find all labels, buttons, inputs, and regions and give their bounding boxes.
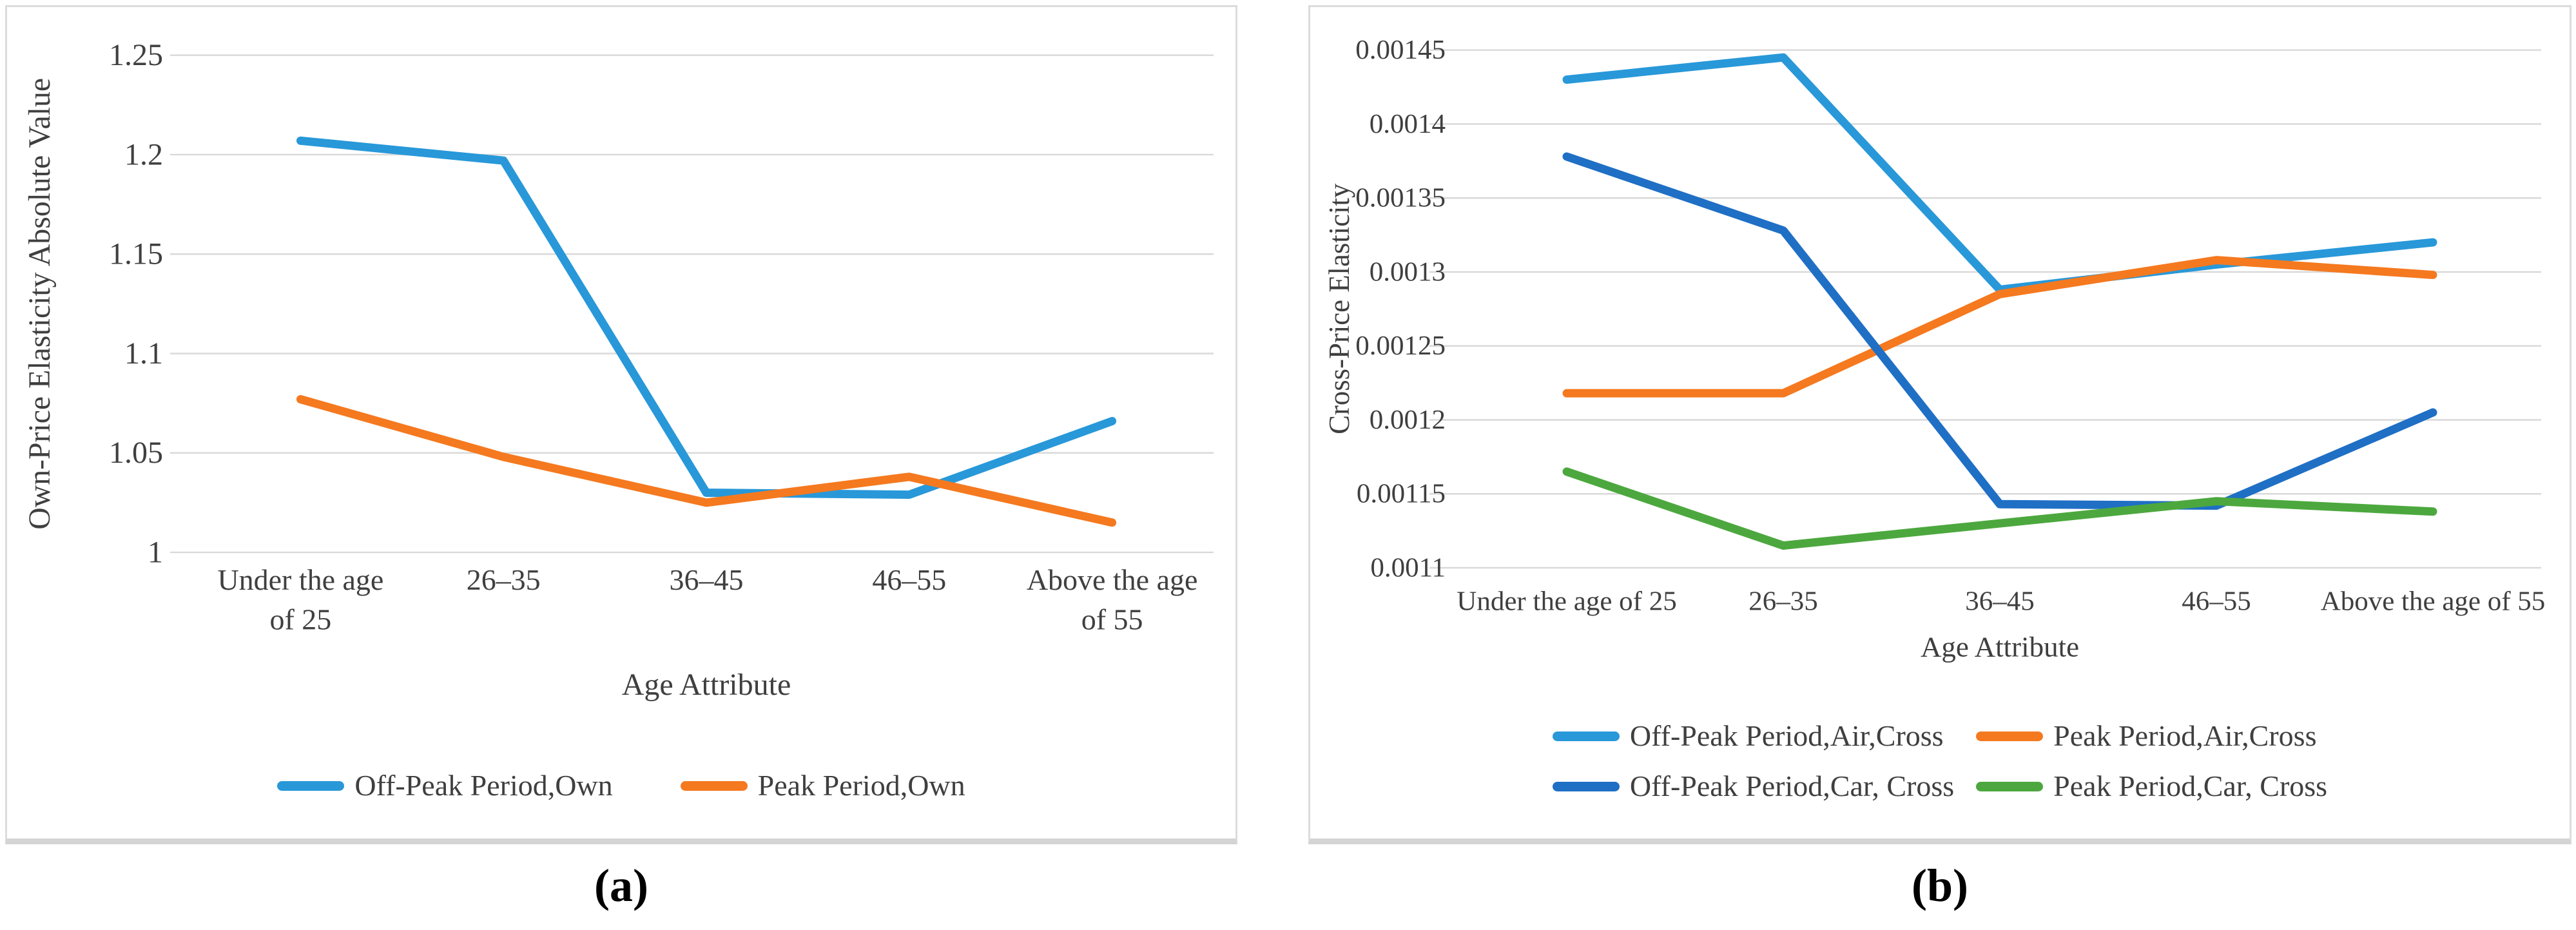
legend-label: Peak Period,Own (757, 769, 965, 802)
chart-a-legend: Off-Peak Period,Own Peak Period,Own (7, 771, 1235, 800)
legend-label: Off-Peak Period,Own (354, 769, 613, 802)
legend-swatch-icon (680, 780, 748, 791)
y-tick-label: 0.00115 (1357, 479, 1446, 509)
legend-item: Peak Period,Own (680, 769, 965, 802)
x-tick-line: Above the age of 55 (2321, 586, 2546, 617)
y-tick-label: 0.0012 (1370, 405, 1446, 435)
x-axis-title: Age Attribute (622, 668, 791, 702)
legend-swatch-icon (1552, 731, 1620, 741)
series-line-peak-period-car-cross (1562, 467, 2437, 550)
series-line-peak-period-air-cross (1562, 256, 2437, 398)
legend-swatch-icon (1552, 781, 1620, 791)
chart-b-legend-grid: Off-Peak Period,Air,Cross Peak Period,Air… (1552, 719, 2327, 802)
chart-panel-a: 1 1.05 1.1 1.15 1.2 1.25 Own-Price Elasticity … (5, 5, 1237, 844)
x-tick-label: 26–35 (467, 563, 541, 596)
x-tick-line: 26–35 (1748, 586, 1817, 617)
y-tick-label: 1.15 (109, 237, 163, 271)
x-tick-line: 46–55 (872, 563, 946, 596)
legend-label: Off-Peak Period,Car, Cross (1629, 770, 1955, 802)
x-tick-line: 26–35 (467, 563, 541, 596)
legend-item: Off-Peak Period,Own (277, 769, 613, 802)
y-tick-label: 0.00145 (1355, 35, 1446, 65)
series-line-off-peak-period-air-cross (1562, 53, 2437, 294)
x-tick-label: 26–35 (1748, 586, 1817, 617)
y-tick-label: 1.25 (109, 38, 163, 72)
chart-panel-b: 0.0011 0.00115 0.0012 0.00125 0.0013 0.00135 0… (1308, 5, 2571, 844)
x-tick-label: Above the age of 55 (2321, 586, 2546, 617)
legend-swatch-icon (277, 780, 345, 791)
legend-label: Peak Period,Air,Cross (2053, 719, 2317, 752)
legend-swatch-icon (1976, 731, 2044, 741)
x-tick-label: Above the age of 55 (1027, 563, 1198, 636)
caption-a: (a) (594, 860, 648, 911)
y-tick-label: 1.2 (124, 137, 163, 171)
y-tick-label: 1.1 (124, 336, 163, 371)
x-tick-label: Under the age of 25 (217, 563, 383, 636)
legend-item: Off-Peak Period,Air,Cross (1552, 719, 1954, 752)
legend-item: Peak Period,Air,Cross (1976, 721, 2327, 751)
legend-label: Peak Period,Car, Cross (2053, 770, 2328, 802)
x-tick-label: 46–55 (872, 563, 946, 596)
x-tick-label: 36–45 (1965, 586, 2034, 617)
y-tick-label: 0.0013 (1370, 257, 1446, 287)
x-tick-line: Under the age (217, 563, 383, 596)
legend-swatch-icon (1976, 781, 2044, 791)
x-tick-label: Under the age of 25 (1457, 586, 1676, 617)
x-tick-line: of 55 (1081, 603, 1143, 636)
legend-label: Off-Peak Period,Air,Cross (1629, 719, 1944, 752)
series-line-off-peak-period-own (296, 136, 1117, 499)
x-tick-line: 46–55 (2182, 586, 2251, 617)
caption-b: (b) (1912, 860, 1968, 911)
x-tick-line: Under the age of 25 (1457, 586, 1676, 617)
x-tick-line: Above the age (1027, 563, 1198, 596)
y-tick-label: 0.00135 (1355, 183, 1446, 213)
x-axis-title: Age Attribute (1921, 630, 2079, 663)
y-tick-label: 0.0014 (1370, 109, 1446, 139)
x-tick-label: 36–45 (670, 563, 744, 596)
x-tick-line: 36–45 (670, 563, 744, 596)
cross-price-elasticity-chart: 0.0011 0.00115 0.0012 0.00125 0.0013 0.00135 0… (1323, 35, 2546, 663)
series-line-peak-period-own (296, 394, 1117, 527)
x-tick-line: of 25 (270, 603, 332, 636)
legend-item: Peak Period,Car, Cross (1976, 771, 2327, 801)
y-axis-title: Own-Price Elasticity Absolute Value (23, 78, 57, 530)
x-tick-label: 46–55 (2182, 586, 2251, 617)
y-tick-label: 1 (148, 536, 163, 570)
chart-b-legend: Off-Peak Period,Air,Cross Peak Period,Air… (1310, 721, 2570, 801)
y-tick-label: 0.00125 (1355, 331, 1446, 361)
legend-item: Off-Peak Period,Car, Cross (1552, 770, 1955, 802)
y-axis-title: Cross-Price Elasticity (1323, 183, 1355, 434)
y-tick-label: 1.05 (109, 436, 163, 470)
own-price-elasticity-chart: 1 1.05 1.1 1.15 1.2 1.25 Own-Price Elasticity … (23, 38, 1214, 702)
series-line-off-peak-period-car-cross (1562, 152, 2437, 510)
x-tick-line: 36–45 (1965, 586, 2034, 617)
y-tick-label: 0.0011 (1370, 553, 1446, 583)
